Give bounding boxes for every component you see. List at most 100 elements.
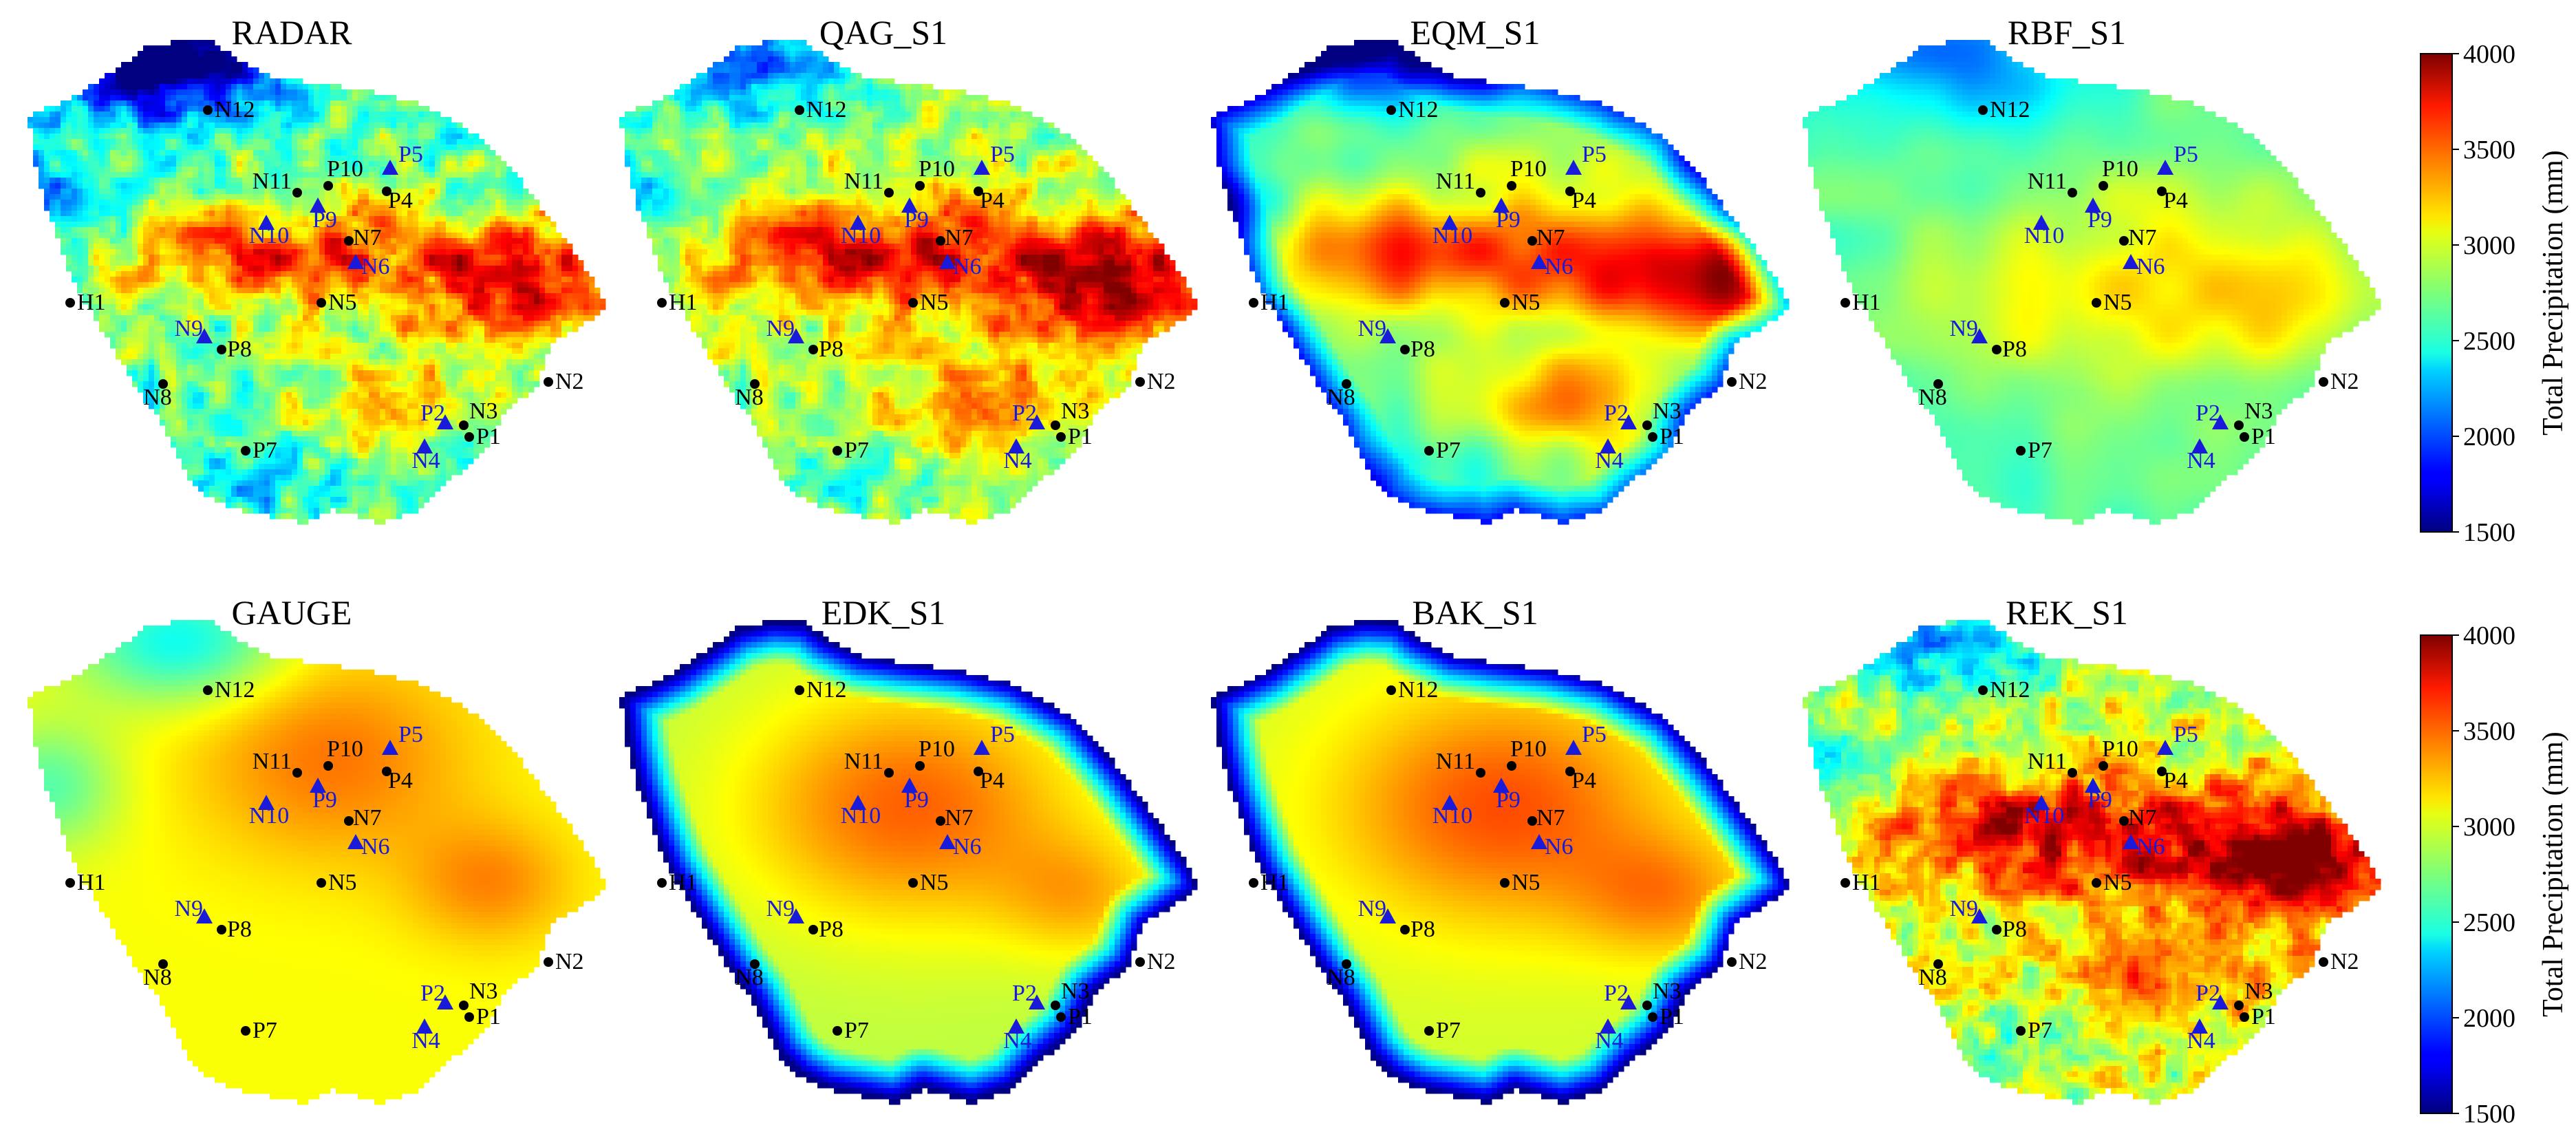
grid-cell [347,348,353,354]
grid-cell [138,288,144,294]
grid-cell [220,387,226,393]
grid-cell [270,315,276,321]
grid-cell [209,84,215,90]
grid-cell [314,139,320,145]
grid-cell [374,370,380,376]
grid-cell [319,178,325,184]
grid-cell [105,128,111,134]
grid-cell [72,233,78,239]
grid-cell [50,133,56,140]
grid-cell [517,392,524,398]
grid-cell [176,299,182,305]
grid-cell [314,343,320,349]
grid-cell [352,150,358,156]
grid-cell [248,315,254,321]
grid-cell [385,337,391,343]
grid-cell [248,145,254,151]
grid-cell [374,106,380,112]
grid-cell [347,277,353,283]
grid-cell [154,111,160,118]
grid-cell [457,392,463,398]
grid-cell [231,128,237,134]
grid-cell [550,337,557,343]
grid-cell [209,51,215,57]
grid-cell [534,266,540,272]
grid-cell [237,299,243,305]
grid-cell [198,45,204,52]
grid-cell [336,277,342,283]
grid-cell [138,211,144,217]
grid-cell [523,194,529,200]
grid-cell [281,122,287,129]
grid-cell [292,238,298,244]
grid-cell [160,293,166,299]
grid-cell [374,365,380,371]
grid-cell [517,376,524,382]
grid-cell [495,288,502,294]
grid-cell [237,150,243,156]
grid-cell [286,266,292,272]
grid-cell [429,216,436,222]
grid-cell [187,392,193,398]
grid-cell [402,348,408,354]
grid-cell [116,200,122,206]
grid-cell [94,156,100,162]
grid-cell [83,282,89,288]
grid-cell [413,321,419,327]
grid-cell [512,260,518,266]
grid-cell [149,62,155,68]
grid-cell [138,321,144,327]
grid-cell [528,354,535,360]
grid-cell [457,359,463,365]
grid-cell [429,282,436,288]
grid-cell [501,392,507,398]
grid-cell [83,89,89,96]
grid-cell [204,266,210,272]
grid-cell [94,222,100,228]
grid-cell [165,227,171,233]
grid-cell [550,282,557,288]
grid-cell [435,310,441,316]
grid-cell [270,337,276,343]
grid-cell [253,73,259,79]
grid-cell [418,260,425,266]
grid-cell [451,304,458,310]
grid-cell [165,348,171,354]
grid-cell [132,84,138,90]
grid-cell [281,161,287,167]
grid-cell [369,178,375,184]
grid-cell [385,321,391,327]
grid-cell [583,293,590,299]
grid-cell [193,370,199,376]
grid-cell [94,260,100,266]
grid-cell [160,89,166,96]
grid-cell [303,194,309,200]
grid-cell [512,222,518,228]
grid-cell [198,200,204,206]
grid-cell [385,117,391,123]
grid-cell [231,145,237,151]
grid-cell [198,387,204,393]
grid-cell [286,211,292,217]
grid-cell [330,100,336,107]
grid-cell [121,227,127,233]
grid-cell [132,100,138,107]
grid-cell [121,122,127,129]
grid-cell [66,205,72,211]
grid-cell [275,200,281,206]
grid-cell [160,95,166,101]
grid-cell [237,238,243,244]
grid-cell [468,310,474,316]
grid-cell [303,310,309,316]
grid-cell [121,244,127,250]
grid-cell [495,315,502,321]
grid-cell [165,150,171,156]
grid-cell [253,216,259,222]
grid-cell [165,145,171,151]
grid-cell [176,348,182,354]
grid-cell [380,343,386,349]
grid-cell [457,354,463,360]
grid-cell [242,387,248,393]
grid-cell [457,255,463,261]
grid-cell [380,178,386,184]
